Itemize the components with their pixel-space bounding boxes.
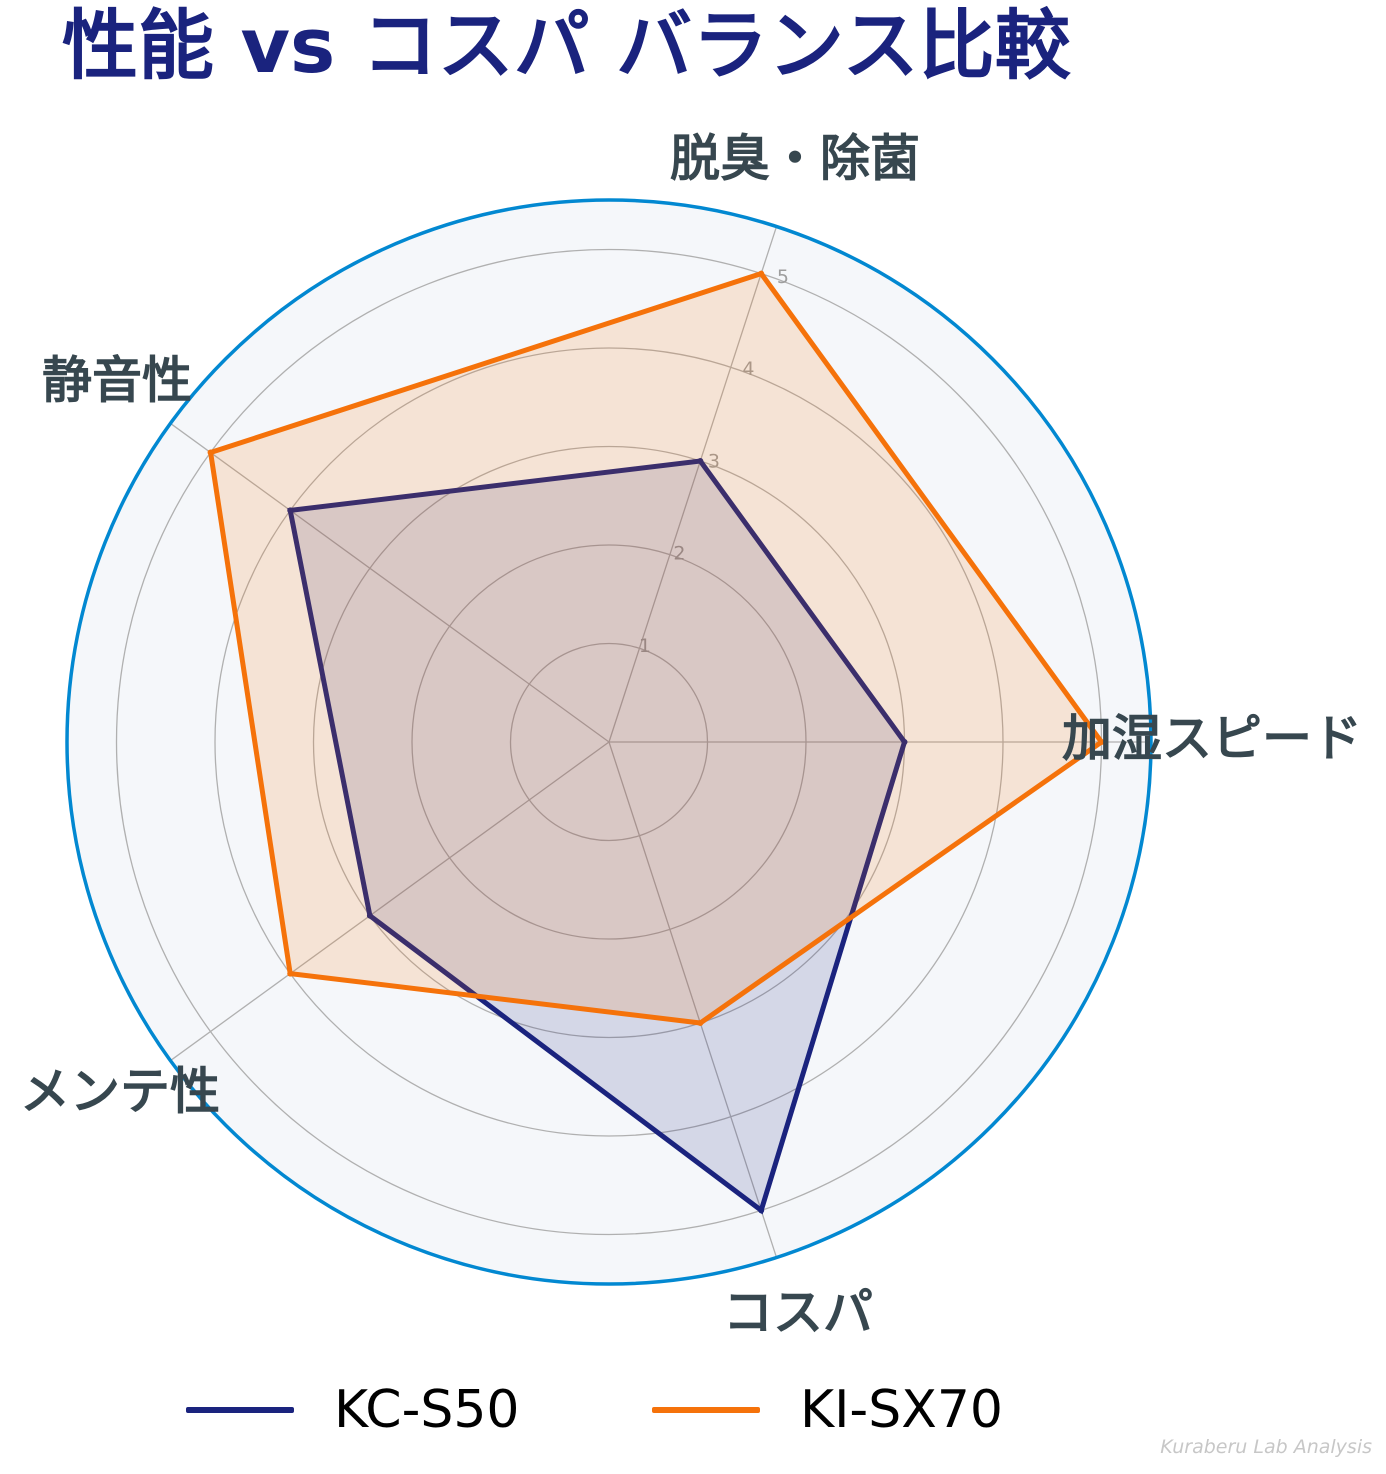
series-polygon-ki-sx70: [207, 270, 1106, 1026]
data-point-ki-sx70-2: [758, 270, 765, 277]
watermark: Kuraberu Lab Analysis: [1160, 1436, 1372, 1458]
radial-tick-label-5: 5: [777, 266, 789, 288]
spoke-5: [608, 741, 778, 1258]
radial-tick-label-1: 1: [639, 635, 651, 657]
axis-label-1: 加湿スピード: [1062, 710, 1362, 768]
outer-ring: [65, 198, 1153, 1286]
spoke-2: [608, 226, 778, 743]
data-point-kc-s50-5: [758, 1207, 765, 1214]
series-polygon-kc-s50: [287, 458, 908, 1215]
radial-tick-label-3: 3: [708, 450, 720, 472]
data-point-kc-s50-3: [287, 507, 294, 514]
legend-label-ki-sx70: KI-SX70: [800, 1380, 1003, 1440]
data-point-ki-sx70-3: [207, 449, 214, 456]
legend-label-kc-s50: KC-S50: [334, 1380, 520, 1440]
data-point-ki-sx70-5: [697, 1020, 704, 1027]
axis-label-3: 静音性: [42, 352, 192, 410]
legend-item-kc-s50[interactable]: KC-S50: [186, 1378, 520, 1442]
data-point-kc-s50-1: [901, 739, 908, 745]
axis-label-4: メンテ性: [20, 1063, 220, 1121]
data-point-ki-sx70-1: [1098, 739, 1105, 745]
spoke-4: [170, 741, 610, 1062]
data-point-ki-sx70-4: [287, 970, 294, 977]
data-point-kc-s50-2: [697, 457, 704, 464]
axis-label-2: 脱臭・除菌: [670, 130, 920, 188]
axis-label-5: コスパ: [723, 1284, 873, 1342]
radial-tick-label-2: 2: [673, 543, 685, 565]
legend-swatch-ki-sx70: [652, 1407, 760, 1413]
data-point-kc-s50-4: [366, 912, 373, 919]
spoke-3: [170, 422, 610, 743]
legend-swatch-kc-s50: [186, 1407, 294, 1413]
chart-title: 性能 vs コスパ バランス比較: [62, 1, 1071, 90]
radial-tick-label-4: 4: [742, 358, 754, 380]
legend-item-ki-sx70[interactable]: KI-SX70: [652, 1378, 1003, 1442]
